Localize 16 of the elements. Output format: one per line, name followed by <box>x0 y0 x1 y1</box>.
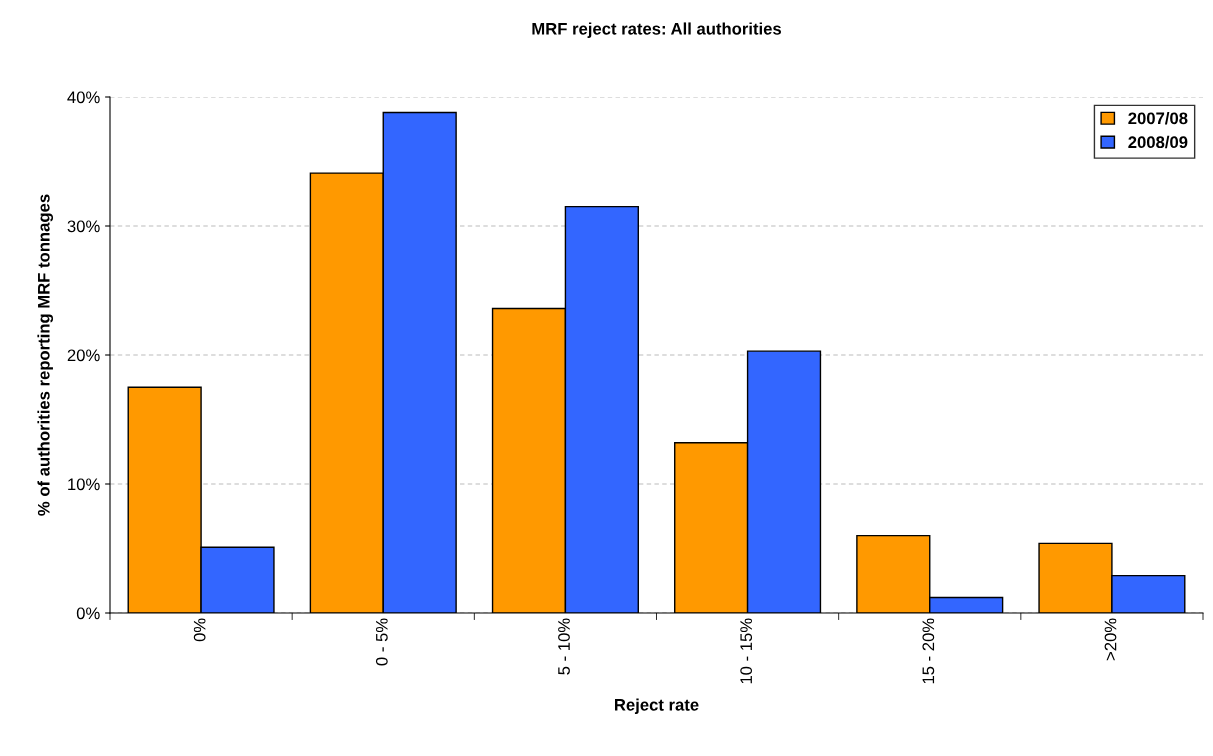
y-tick-label: 0% <box>76 607 100 620</box>
x-axis-title: Reject rate <box>615 698 699 714</box>
x-tick-label: 5 - 10% <box>558 618 570 675</box>
y-axis-title: % of authorities reporting MRF tonnages <box>37 194 54 516</box>
chart-title: MRF reject rates: All authorities <box>532 22 781 38</box>
legend-label: 2008/09 <box>1128 135 1188 149</box>
y-tick-label: 20% <box>67 349 100 362</box>
legend-label: 2007/08 <box>1128 112 1188 125</box>
y-tick-label: 30% <box>67 220 100 233</box>
x-tick-label: 10 - 15% <box>740 618 753 684</box>
x-tick-label: >20% <box>1104 618 1117 661</box>
y-tick-label: 40% <box>67 91 100 104</box>
y-tick-label: 10% <box>68 478 100 491</box>
x-tick-label: 15 - 20% <box>922 618 935 684</box>
x-tick-label: 0% <box>193 618 206 642</box>
x-tick-label: 0 - 5% <box>375 618 388 666</box>
